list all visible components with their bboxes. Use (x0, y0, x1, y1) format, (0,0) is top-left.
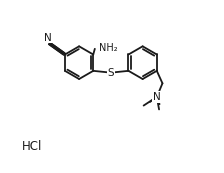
Text: S: S (108, 68, 114, 78)
Text: NH₂: NH₂ (99, 43, 118, 53)
Text: N: N (44, 33, 52, 43)
Text: HCl: HCl (22, 140, 43, 153)
Text: N: N (153, 92, 161, 102)
